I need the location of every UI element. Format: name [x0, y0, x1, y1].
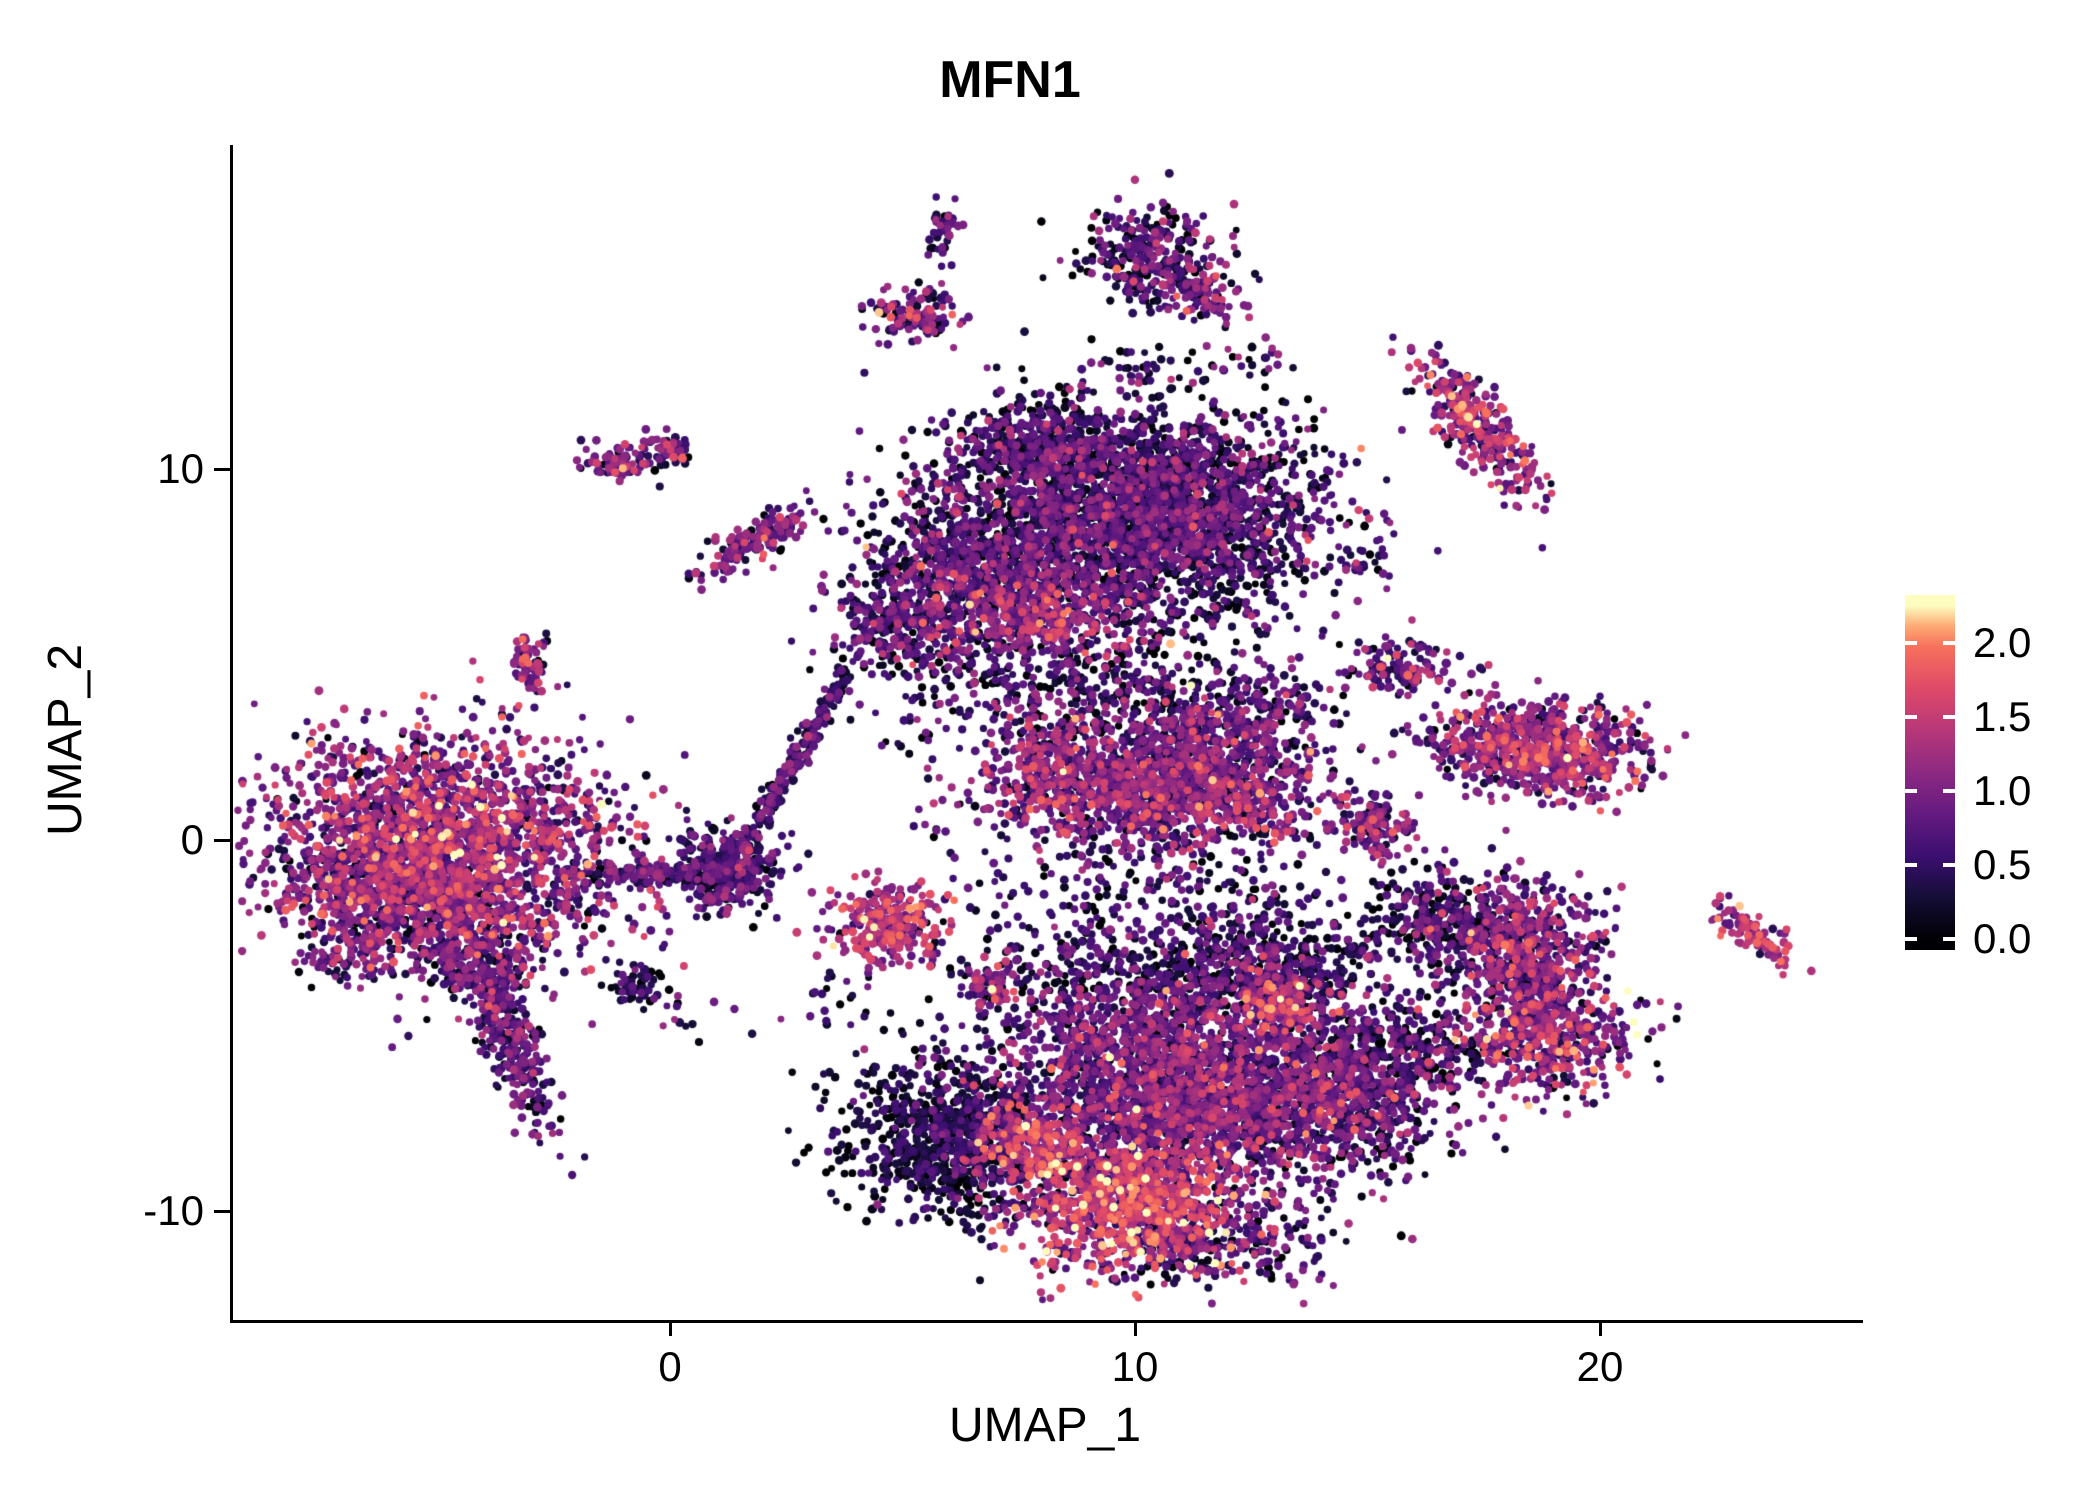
colorbar-tick	[1905, 640, 1917, 645]
y-axis-label: UMAP_2	[39, 643, 92, 837]
plot-panel	[230, 145, 1863, 1323]
colorbar-tick-label: 1.5	[1973, 692, 2032, 740]
colorbar-tick	[1943, 789, 1955, 794]
scatter-canvas	[233, 145, 1863, 1320]
y-axis-tick-label: -10	[143, 1187, 204, 1234]
y-axis-tick	[214, 838, 230, 842]
colorbar-tick-label: 1.0	[1973, 767, 2032, 815]
colorbar-legend: 2.0 1.5 1.0 0.5 0.0	[1890, 560, 2100, 990]
y-axis-tick-label: 0	[180, 816, 204, 863]
x-axis-tick-label: 20	[1576, 1343, 1624, 1390]
x-axis-tick	[668, 1320, 672, 1336]
colorbar-tick	[1943, 937, 1955, 942]
colorbar-tick	[1905, 714, 1917, 719]
colorbar-tick	[1905, 863, 1917, 868]
colorbar-tick	[1943, 863, 1955, 868]
colorbar-tick-label: 0.5	[1973, 841, 2032, 889]
colorbar-tick	[1905, 789, 1917, 794]
colorbar-tick-label: 2.0	[1973, 618, 2032, 666]
colorbar-tick	[1905, 937, 1917, 942]
x-axis-label: UMAP_1	[948, 1399, 1142, 1452]
colorbar-tick	[1943, 714, 1955, 719]
x-axis-tick	[1598, 1320, 1602, 1336]
y-axis-tick	[214, 1209, 230, 1213]
y-axis-tick-label: 10	[157, 445, 204, 492]
colorbar-tick-label: 0.0	[1973, 915, 2032, 963]
y-axis-tick	[214, 467, 230, 471]
x-axis-tick-label: 10	[1111, 1343, 1159, 1390]
colorbar-gradient	[1905, 595, 1955, 950]
plot-title: MFN1	[939, 51, 1081, 109]
x-axis-tick	[1133, 1320, 1137, 1336]
x-axis-tick-label: 0	[658, 1343, 682, 1390]
colorbar-tick	[1943, 640, 1955, 645]
